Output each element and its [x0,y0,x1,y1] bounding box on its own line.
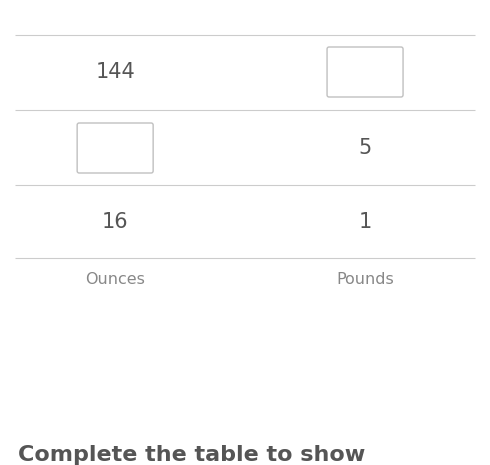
Text: 1: 1 [358,212,372,232]
FancyBboxPatch shape [327,47,403,97]
Text: Pounds: Pounds [336,272,394,287]
Text: Ounces: Ounces [85,272,145,287]
Text: 16: 16 [102,212,128,232]
FancyBboxPatch shape [77,123,153,173]
Text: 5: 5 [358,138,372,158]
Text: 144: 144 [95,62,135,82]
Text: Complete the table to show
equivalent measurements in ounces
and pounds.: Complete the table to show equivalent me… [18,445,473,465]
